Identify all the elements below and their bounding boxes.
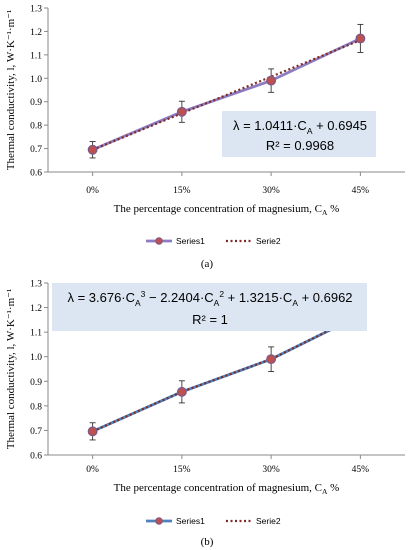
x-tick-label: 15%	[173, 186, 191, 196]
series1-line	[92, 313, 361, 433]
legend-series1-label: Series1	[176, 516, 205, 526]
legend-series1-label: Series1	[176, 236, 205, 246]
y-tick-label: 1.2	[30, 304, 42, 314]
y-tick-label: 1.3	[30, 5, 42, 15]
equation-box	[222, 111, 376, 157]
y-tick-label: 0.8	[30, 402, 42, 412]
y-tick-label: 0.6	[30, 169, 42, 179]
series1-point	[87, 144, 98, 155]
y-tick-label: 1.1	[30, 329, 42, 339]
series1-point	[176, 386, 187, 397]
y-tick-label: 0.8	[30, 122, 42, 132]
y-tick-label: 0.9	[30, 378, 42, 388]
series1-point	[266, 75, 277, 86]
r-squared-text: R² = 0.9968	[266, 138, 334, 153]
y-tick-label: 1.3	[30, 280, 42, 290]
y-axis-title: Thermal conductivity, l, W·K⁻¹·m⁻¹	[5, 10, 17, 171]
y-axis-title: Thermal conductivity, l, W·K⁻¹·m⁻¹	[5, 289, 17, 450]
x-tick-label: 30%	[262, 465, 280, 475]
y-tick-label: 0.6	[30, 452, 42, 462]
y-tick-label: 1.0	[30, 353, 42, 363]
legend: Series1 Serie2	[146, 516, 281, 526]
series1-point	[266, 354, 277, 365]
panel-label: (b)	[201, 536, 214, 548]
panel-label: (a)	[201, 258, 214, 270]
y-tick-label: 0.9	[30, 98, 42, 108]
x-tick-label: 45%	[352, 465, 370, 475]
series1-point	[176, 106, 187, 117]
equation-text: λ = 1.0411·CA + 0.6945	[233, 118, 367, 136]
serie2-line	[92, 313, 361, 433]
chart-b: 0.6 0.7 0.8 0.9 1.0 1.1 1.2 1.3 0% 15% 30% 45% Therm…	[5, 280, 405, 548]
series1-point	[355, 33, 366, 44]
x-tick-label: 30%	[262, 186, 280, 196]
y-tick-label: 0.7	[30, 145, 42, 155]
x-axis-title: The percentage concentration of magnesiu…	[114, 482, 340, 496]
legend-serie2-label: Serie2	[256, 236, 281, 246]
series1-line	[92, 37, 361, 152]
x-tick-label: 15%	[173, 465, 191, 475]
legend-series1-marker	[155, 237, 163, 245]
x-tick-label: 0%	[86, 186, 99, 196]
legend: Series1 Serie2	[146, 236, 281, 246]
y-tick-label: 1.0	[30, 75, 42, 85]
y-tick-label: 1.2	[30, 28, 42, 38]
chart-a: 0.6 0.7 0.8 0.9 1.0 1.1 1.2 1.3 0% 15% 30% 45% Therm…	[5, 5, 405, 270]
serie2-line	[92, 39, 361, 151]
y-tick-label: 1.1	[30, 51, 42, 61]
equation-box	[52, 283, 367, 331]
x-tick-label: 45%	[352, 186, 370, 196]
legend-series1-marker	[155, 517, 163, 525]
y-tick-label: 0.7	[30, 427, 42, 437]
r-squared-text: R² = 1	[192, 312, 228, 327]
equation-text: λ = 3.676·CA3 − 2.2404·CA2 + 1.3215·CA +…	[67, 289, 352, 308]
x-tick-label: 0%	[86, 465, 99, 475]
x-axis-title: The percentage concentration of magnesiu…	[114, 203, 340, 217]
series1-point	[87, 426, 98, 437]
legend-serie2-label: Serie2	[256, 516, 281, 526]
